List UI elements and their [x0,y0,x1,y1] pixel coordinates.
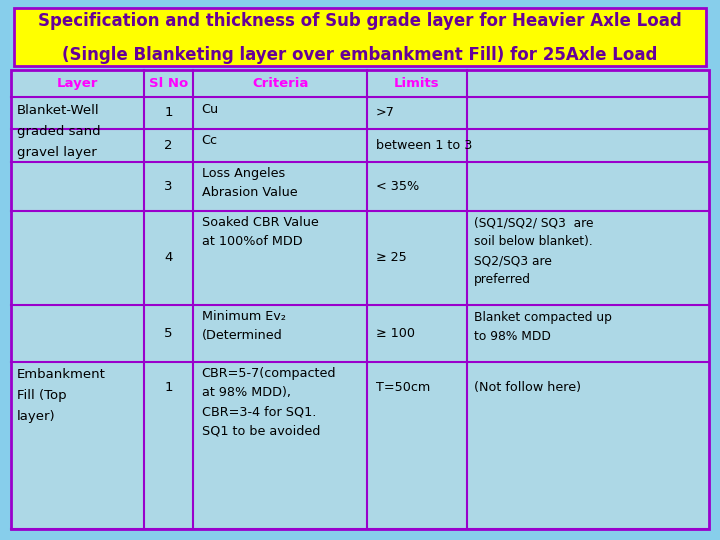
Text: Layer: Layer [57,77,98,90]
Text: < 35%: < 35% [376,180,419,193]
FancyBboxPatch shape [11,70,709,529]
Text: 4: 4 [164,251,173,265]
FancyBboxPatch shape [14,8,706,66]
Text: Blanket-Well
graded sand
gravel layer: Blanket-Well graded sand gravel layer [17,104,100,159]
Text: CBR=5-7(compacted
at 98% MDD),
CBR=3-4 for SQ1.
SQ1 to be avoided: CBR=5-7(compacted at 98% MDD), CBR=3-4 f… [202,367,336,437]
Text: ≥ 25: ≥ 25 [376,251,407,265]
Text: Blanket compacted up
to 98% MDD: Blanket compacted up to 98% MDD [474,310,611,342]
Text: 2: 2 [164,139,173,152]
Text: 1: 1 [164,106,173,119]
Text: (Single Blanketing layer over embankment Fill) for 25Axle Load: (Single Blanketing layer over embankment… [63,46,657,64]
Text: Limits: Limits [394,77,440,90]
Text: (Not follow here): (Not follow here) [474,381,581,394]
Text: Specification and thickness of Sub grade layer for Heavier Axle Load: Specification and thickness of Sub grade… [38,12,682,30]
Text: T=50cm: T=50cm [376,381,430,394]
Text: 5: 5 [164,327,173,340]
Text: Loss Angeles
Abrasion Value: Loss Angeles Abrasion Value [202,167,297,199]
Text: Minimum Ev₂
(Determined: Minimum Ev₂ (Determined [202,310,286,342]
Text: Soaked CBR Value
at 100%of MDD: Soaked CBR Value at 100%of MDD [202,216,318,248]
Text: Cc: Cc [202,134,217,147]
Text: Sl No: Sl No [149,77,188,90]
Text: Criteria: Criteria [252,77,308,90]
Text: 1: 1 [164,381,173,394]
Text: between 1 to 3: between 1 to 3 [376,139,472,152]
Text: 3: 3 [164,180,173,193]
Text: Cu: Cu [202,103,219,116]
Text: Embankment
Fill (Top
layer): Embankment Fill (Top layer) [17,368,105,423]
Text: ≥ 100: ≥ 100 [376,327,415,340]
Text: >7: >7 [376,106,395,119]
Text: (SQ1/SQ2/ SQ3  are
soil below blanket).
SQ2/SQ3 are
preferred: (SQ1/SQ2/ SQ3 are soil below blanket). S… [474,216,593,286]
